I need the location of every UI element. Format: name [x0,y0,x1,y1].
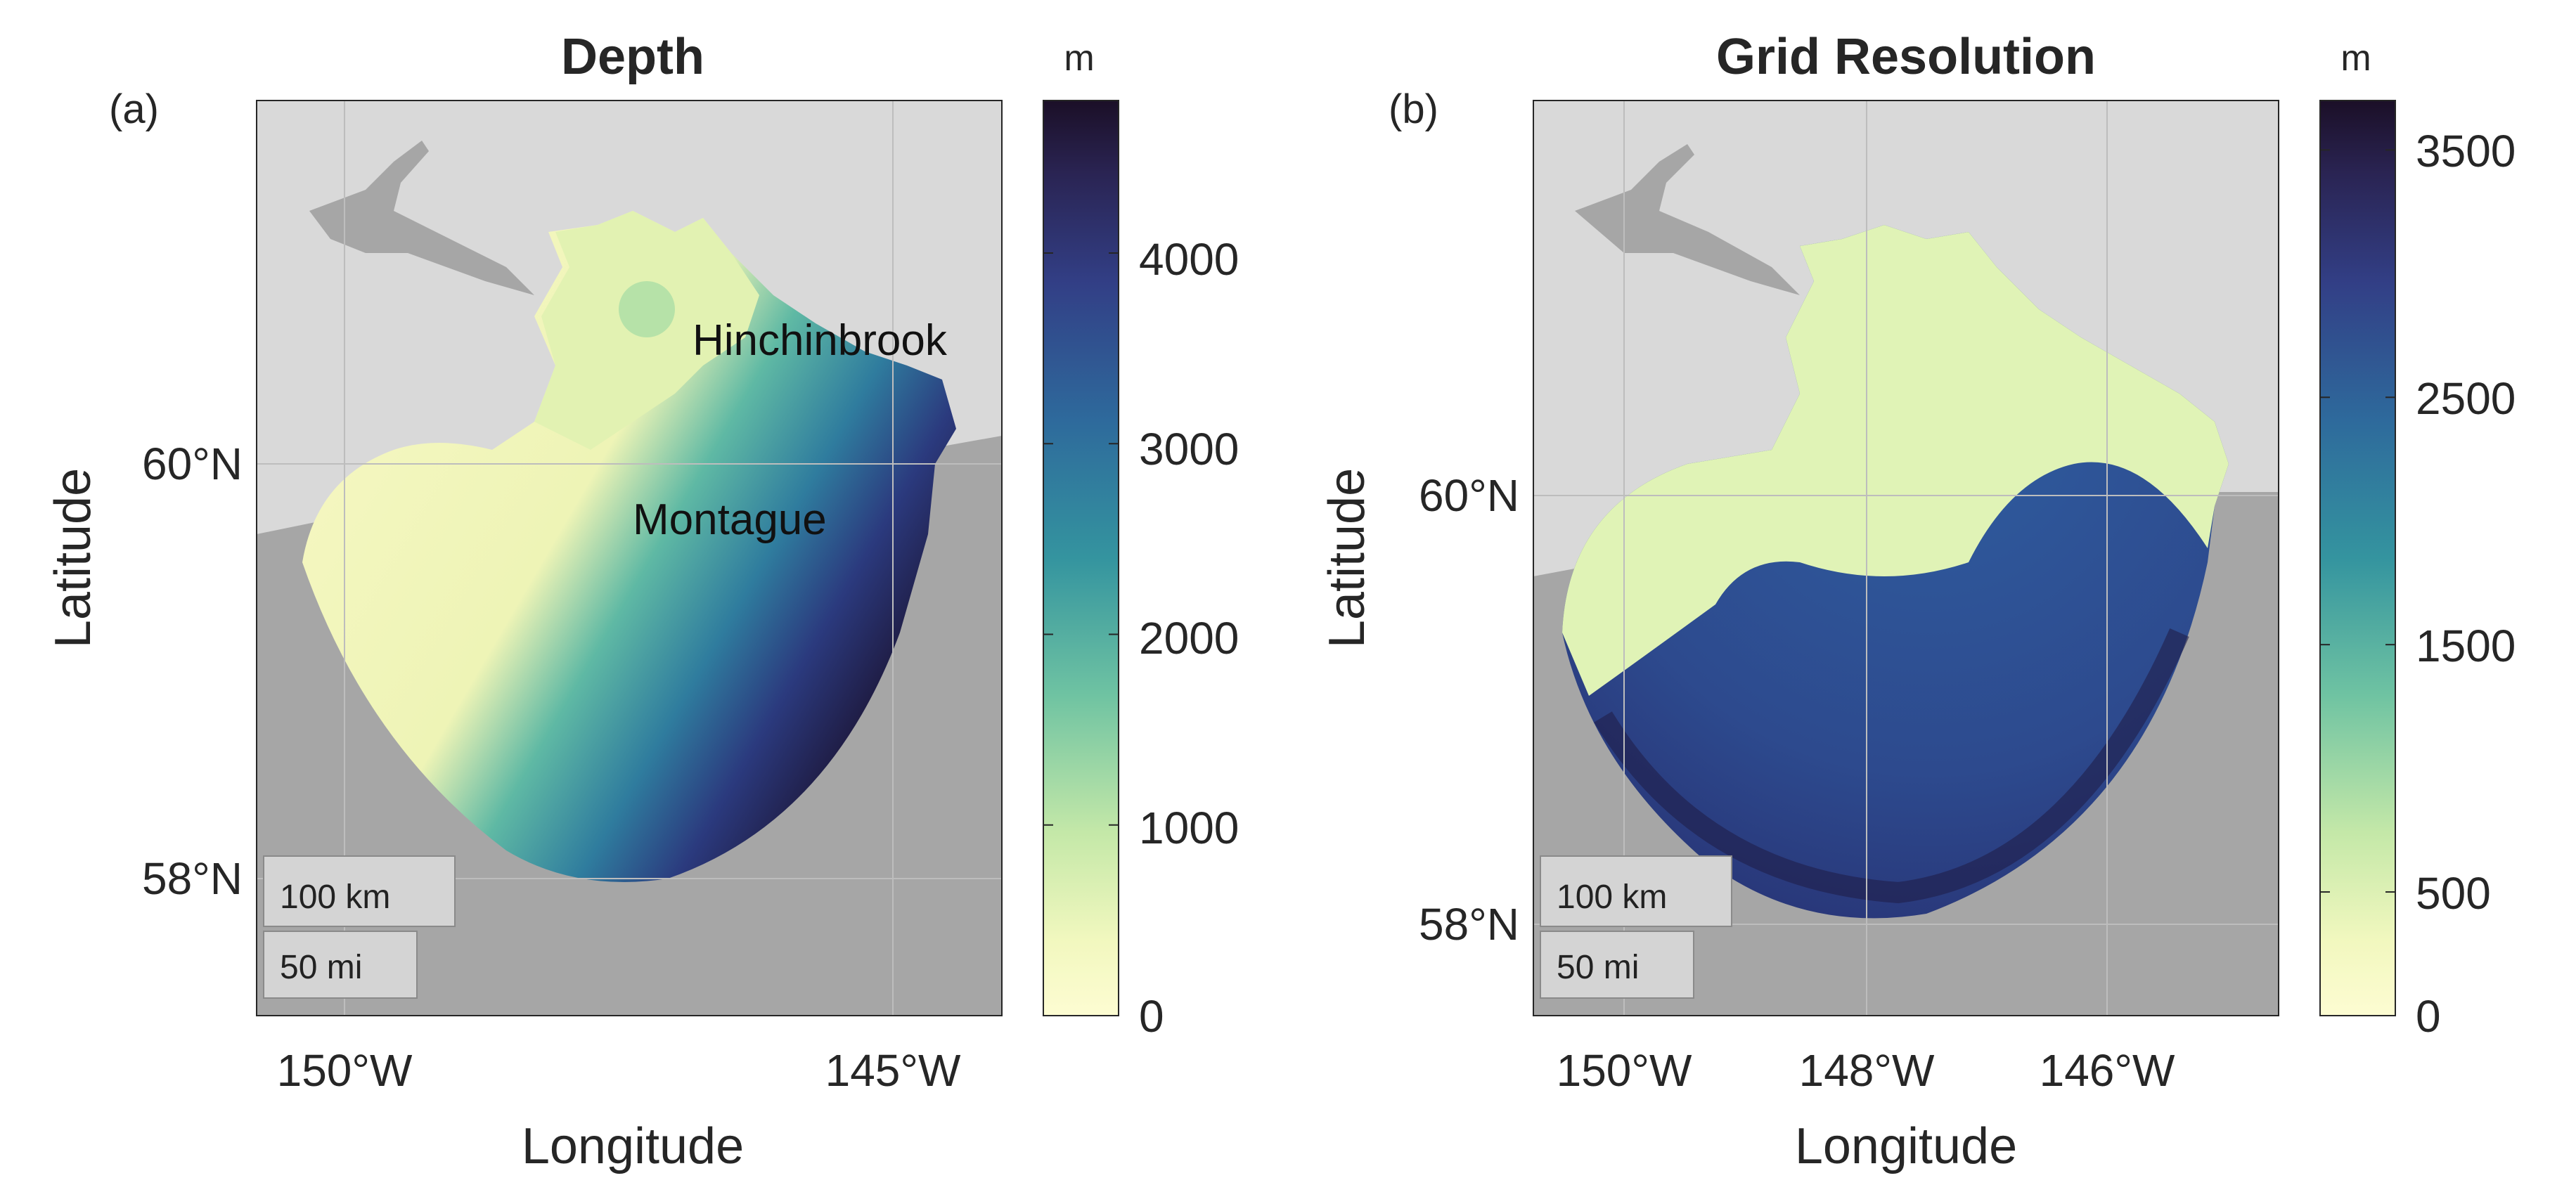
colorbar-b-tick: 500 [2416,868,2491,919]
sound-basin [619,281,675,337]
panel-b-ytick: 60°N [1419,470,1519,521]
panel-b-xtick: 148°W [1799,1045,1935,1096]
colorbar-a-tick: 4000 [1139,234,1239,285]
scalebar-mi: 50 mi [1557,949,1639,986]
panel-a-scalebar: 100 km 50 mi [263,855,456,999]
panel-a-xtick: 145°W [825,1045,961,1096]
panel-a-ylabel: Latitude [45,468,101,648]
panel-a-tag: (a) [109,86,159,132]
colorbar-a-tick: 1000 [1139,803,1239,853]
panel-a-colorbar: m 4000 3000 2000 1000 0 [1043,38,1239,1042]
panel-b-xtick: 150°W [1557,1045,1692,1096]
panel-b: (b) Grid Resolution 100 km 50 mi [1319,29,2516,1174]
panel-b-colorbar: m 3500 2500 1500 500 0 [2319,38,2516,1042]
label-hinchinbrook: Hinchinbrook [693,316,948,365]
panel-b-map: 100 km 50 mi [1533,101,2279,1016]
colorbar-a-tick: 0 [1139,991,1164,1042]
resolution-shallow [1562,225,2229,696]
panel-b-frame [1533,100,2279,1016]
inlet-shape [309,141,534,295]
colorbar-a-unit: m [1064,38,1094,79]
panel-b-tag: (b) [1389,86,1438,132]
panel-a-title: Depth [561,29,704,85]
scalebar-mi: 50 mi [280,949,362,986]
panel-a-ytick: 60°N [142,439,243,489]
panel-b-scalebar: 100 km 50 mi [1540,855,1732,999]
colorbar-b-unit: m [2340,38,2371,79]
colorbar-b-tick: 0 [2416,991,2441,1042]
colorbar-a-tick: 2000 [1139,613,1239,664]
scalebar-km: 100 km [1557,879,1667,916]
scalebar-km: 100 km [280,879,390,916]
colorbar-b-tick: 1500 [2416,621,2516,671]
panel-b-xtick: 146°W [2040,1045,2175,1096]
panel-b-ylabel: Latitude [1319,468,1375,648]
colorbar-b-tick: 2500 [2416,373,2516,424]
panel-a: (a) Depth 100 km [45,29,1239,1174]
depth-field [302,211,956,882]
panel-a-map: 100 km 50 mi Hinchinbrook Montague [257,101,1002,1016]
inlet-shape [1575,144,1800,295]
panel-a-xlabel: Longitude [522,1118,744,1174]
label-montague: Montague [633,496,827,544]
panel-b-xlabel: Longitude [1795,1118,2017,1174]
panel-a-ytick: 58°N [142,853,243,904]
colorbar-a-tick: 3000 [1139,424,1239,474]
panel-a-frame [256,100,1003,1016]
colorbar-b-tick: 3500 [2416,126,2516,176]
panel-a-xtick: 150°W [277,1045,413,1096]
panel-b-title: Grid Resolution [1716,29,2096,85]
panel-b-ytick: 58°N [1419,899,1519,950]
